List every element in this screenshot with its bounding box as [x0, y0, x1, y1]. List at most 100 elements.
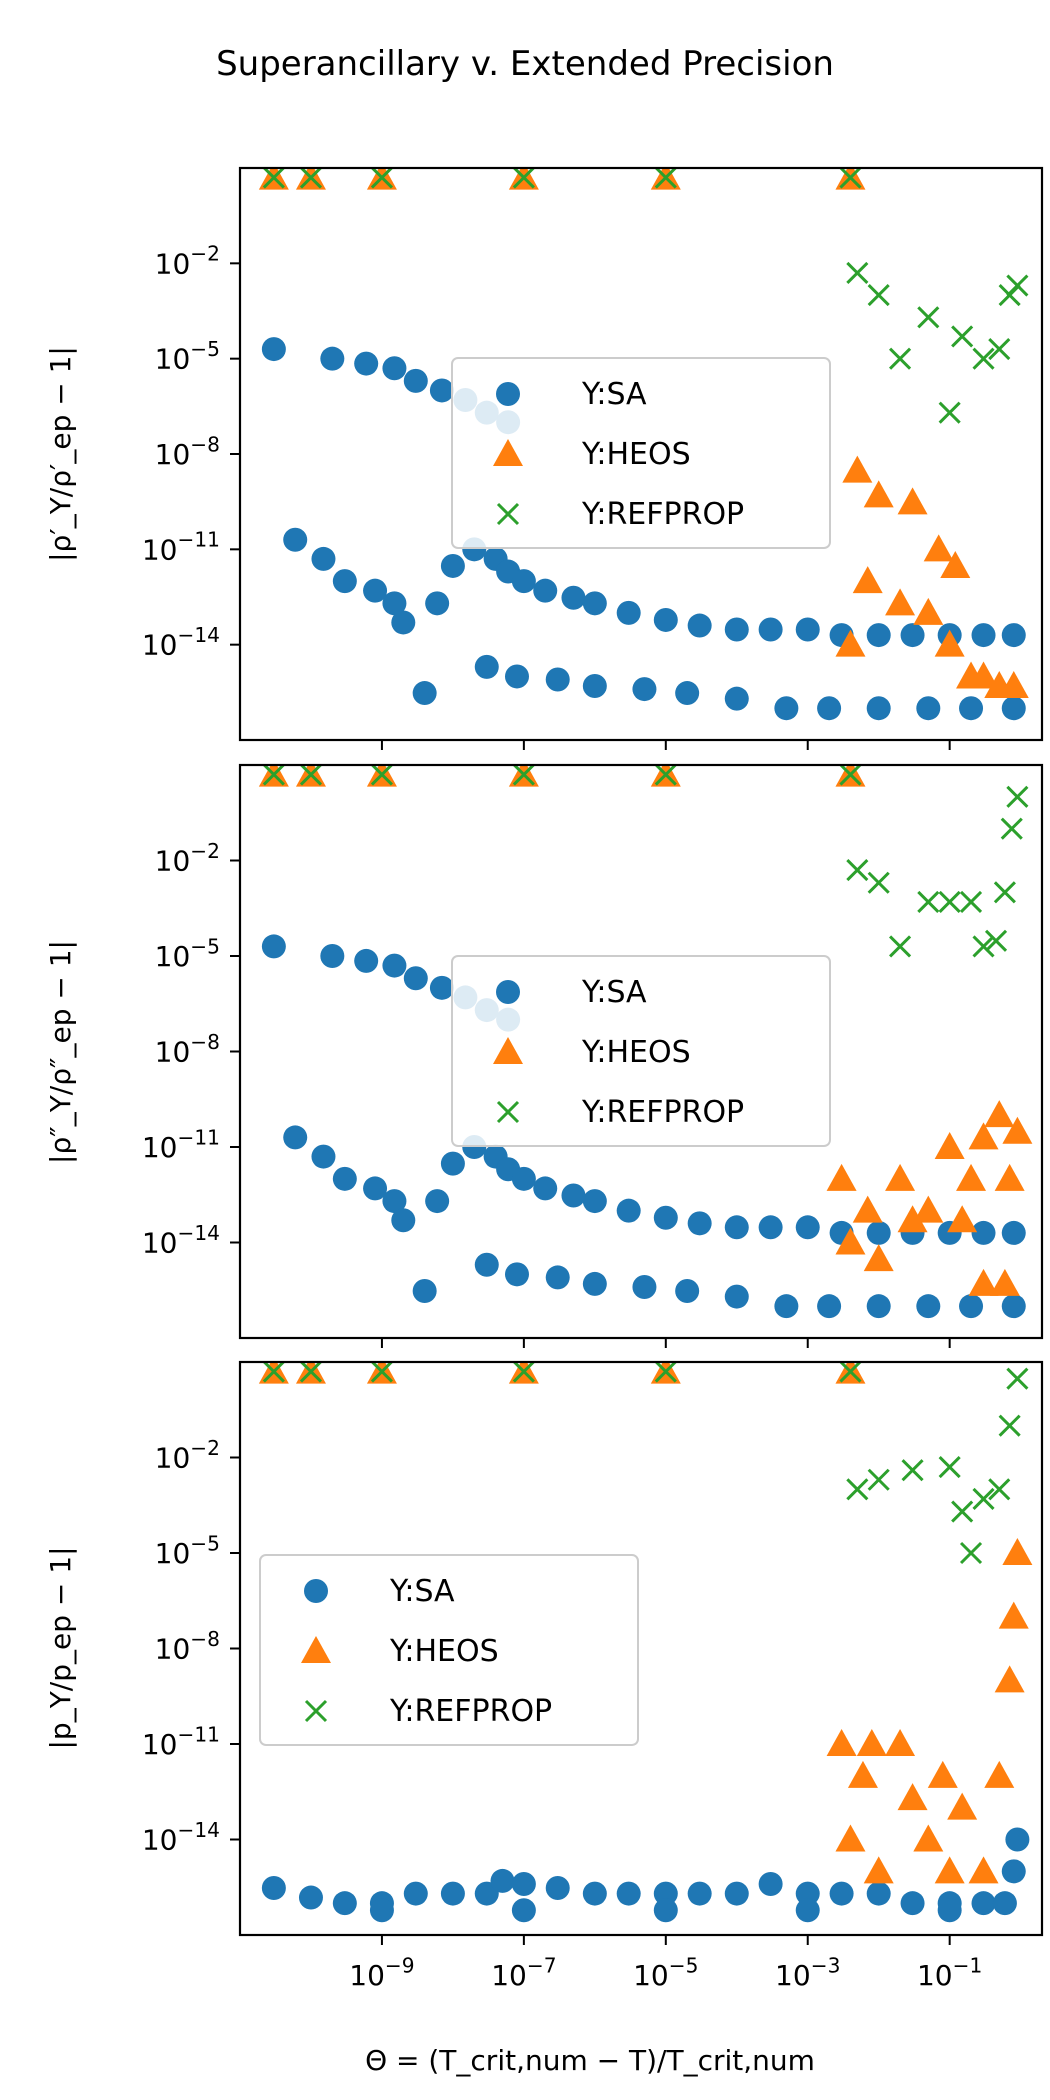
sa-point: [900, 1891, 925, 1916]
sa-point: [829, 1881, 854, 1906]
y-axis-label: |ρ′_Y/ρ′_ep − 1|: [44, 346, 77, 562]
refprop-point: [867, 1468, 890, 1491]
sa-point: [866, 623, 891, 648]
refprop-point: [654, 168, 677, 189]
y-tick-label: 10−5: [155, 337, 220, 376]
y-tick-label: 10−2: [155, 839, 220, 878]
sa-point: [382, 953, 407, 978]
sa-point: [391, 1208, 416, 1233]
heos-point: [863, 480, 894, 508]
sa-point: [937, 1898, 962, 1923]
sa-point: [653, 607, 678, 632]
sa-point: [363, 1176, 388, 1201]
y-tick-label: 10−14: [142, 1221, 220, 1260]
heos-point: [493, 1037, 523, 1064]
heos-point: [968, 1856, 999, 1884]
heos-point: [856, 1729, 887, 1756]
refprop-point: [1000, 817, 1023, 840]
sa-point: [311, 1144, 336, 1169]
refprop-point: [938, 401, 961, 424]
y-tick-label: 10−8: [155, 432, 220, 471]
sa-point: [817, 1294, 842, 1319]
heos-point: [947, 1792, 978, 1820]
sa-point: [354, 948, 379, 973]
legend-label: Y:REFPROP: [581, 497, 744, 532]
sa-point: [687, 1211, 712, 1236]
sa-point: [675, 1278, 700, 1303]
y-axis-label: |ρ″_Y/ρ″_ep − 1|: [44, 940, 77, 1164]
refprop-point: [867, 871, 890, 894]
sa-point: [283, 1125, 308, 1150]
sa-point: [795, 1898, 820, 1923]
sa-point: [382, 356, 407, 381]
sa-point: [561, 585, 586, 610]
y-tick-label: 10−14: [142, 623, 220, 662]
sa-point: [545, 1875, 570, 1900]
sa-point: [496, 382, 520, 406]
sa-point: [1001, 696, 1026, 721]
sa-point: [653, 1205, 678, 1230]
refprop-point: [299, 168, 323, 189]
legend-label: Y:SA: [581, 975, 647, 1010]
sa-point: [758, 1215, 783, 1240]
heos-point: [994, 1665, 1025, 1693]
sa-point: [425, 1189, 450, 1214]
sa-point: [320, 944, 345, 968]
heos-point: [493, 439, 523, 466]
heos-point: [852, 1195, 883, 1223]
refprop-point: [846, 261, 869, 284]
legend-box: [259, 1554, 639, 1746]
sa-point: [490, 1868, 515, 1893]
sa-point: [774, 1294, 799, 1319]
refprop-point: [998, 1414, 1021, 1437]
y-tick-label: 10−14: [142, 1818, 220, 1857]
y-tick-label: 10−11: [142, 1125, 220, 1164]
sa-point: [261, 1875, 286, 1900]
sa-point: [632, 1275, 657, 1300]
heos-point: [835, 629, 866, 657]
sa-point: [1005, 1827, 1030, 1852]
refprop-point: [512, 1362, 535, 1383]
refprop-point: [839, 168, 862, 189]
refprop-point: [496, 502, 520, 526]
heos-point: [989, 1268, 1020, 1296]
refprop-point: [972, 935, 995, 958]
sa-point: [363, 578, 388, 603]
refprop-point: [889, 935, 912, 958]
refprop-point: [917, 890, 940, 913]
sa-point: [561, 1183, 586, 1208]
sa-point: [959, 1294, 984, 1319]
sa-point: [1001, 1294, 1026, 1319]
legend: Y:SA Y:HEOS Y:REFPROP: [451, 955, 831, 1147]
heos-point: [968, 1122, 999, 1150]
refprop-point: [938, 1456, 961, 1479]
sa-point: [1001, 1859, 1026, 1884]
heos-point: [913, 1824, 944, 1852]
y-tick-label: 10−8: [155, 1030, 220, 1069]
y-tick-label: 10−8: [155, 1627, 220, 1666]
heos-point: [897, 1783, 928, 1811]
sa-point: [795, 1881, 820, 1906]
sa-point: [311, 546, 336, 571]
sa-point: [653, 1881, 678, 1906]
sa-point: [582, 1189, 607, 1214]
heos-point: [956, 1163, 987, 1191]
sa-point: [332, 1891, 357, 1916]
heos-point: [998, 671, 1029, 699]
sa-point: [653, 1898, 678, 1923]
sa-point: [320, 346, 345, 371]
refprop-point: [512, 168, 535, 189]
legend-label: Y:HEOS: [581, 437, 691, 472]
refprop-point: [370, 765, 393, 786]
refprop-point: [988, 338, 1011, 361]
sa-point: [916, 1294, 941, 1319]
refprop-point: [959, 890, 983, 913]
sa-point: [817, 696, 842, 721]
sa-point: [916, 696, 941, 721]
heos-point: [984, 1100, 1015, 1128]
sa-point: [971, 1891, 996, 1916]
x-tick-label: 10−7: [491, 1953, 556, 1992]
sa-point: [403, 1881, 428, 1906]
refprop-point: [951, 325, 974, 348]
